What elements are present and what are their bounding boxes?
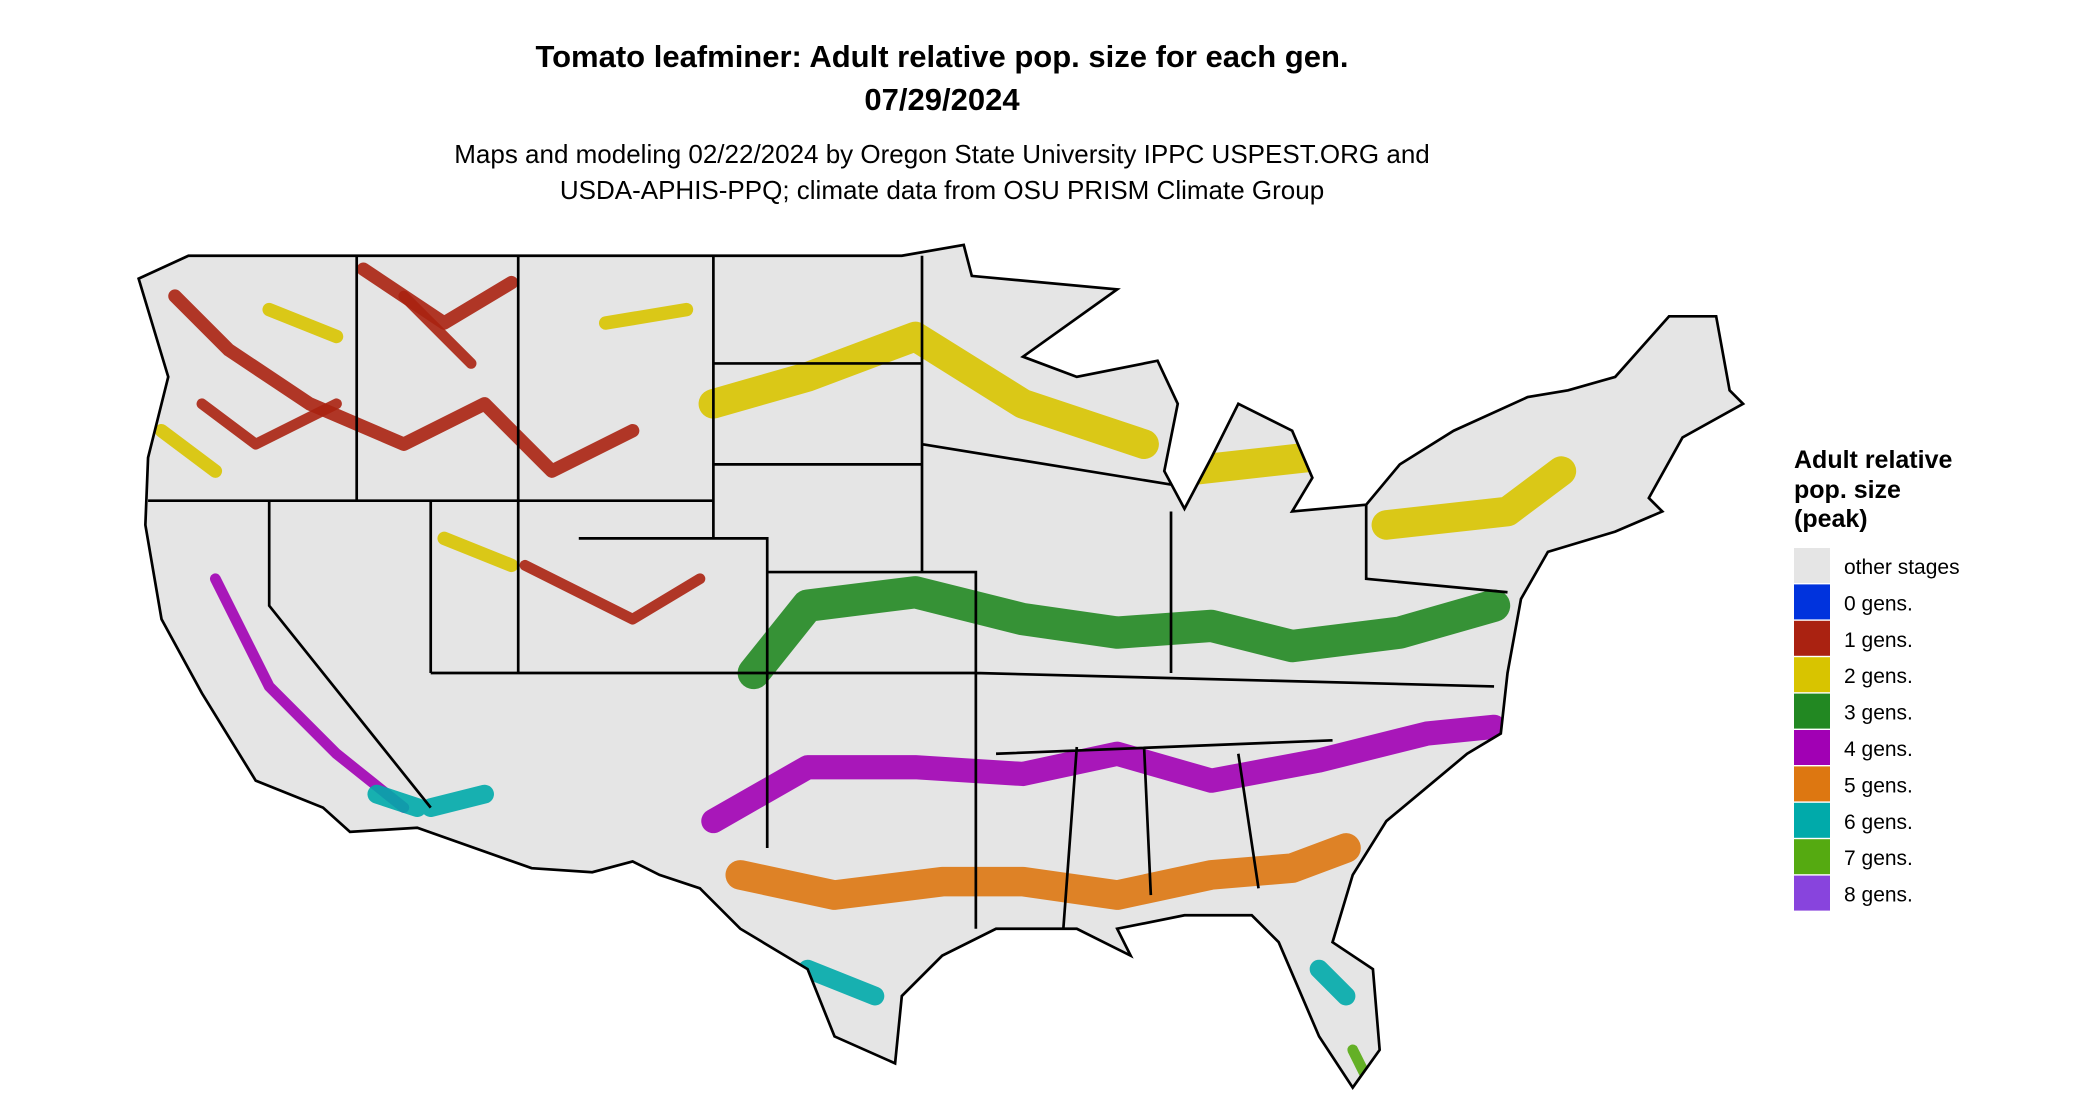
legend-swatch <box>1794 730 1830 765</box>
legend-swatch <box>1794 839 1830 875</box>
legend-label: 3 gens. <box>1844 702 1913 725</box>
generation-zone <box>209 573 410 813</box>
generation-zone <box>168 262 640 478</box>
land <box>138 244 1744 1088</box>
legend-label: 7 gens. <box>1844 847 1913 870</box>
generation-zone <box>196 290 706 625</box>
legend-label: 8 gens. <box>1844 884 1913 907</box>
state-borders <box>137 243 1745 1089</box>
legend-swatch <box>1794 693 1830 729</box>
subtitle: Maps and modeling 02/22/2024 by Oregon S… <box>454 139 1430 169</box>
legend-swatch <box>1794 620 1830 656</box>
legend-title: (peak) <box>1794 505 1868 533</box>
state-lines <box>148 255 1508 929</box>
legend-swatch <box>1794 657 1830 693</box>
title: Tomato leafminer: Adult relative pop. si… <box>535 39 1348 74</box>
generation-zones <box>154 262 1577 1083</box>
legend-label: 1 gens. <box>1844 629 1913 652</box>
legend: Adult relative pop. size (peak) other st… <box>1794 446 1960 911</box>
generation-zone <box>701 714 1507 834</box>
legend-title: pop. size <box>1794 476 1901 504</box>
generation-zone <box>725 833 1361 910</box>
generation-zone <box>737 576 1511 690</box>
subtitle: USDA-APHIS-PPQ; climate data from OSU PR… <box>560 175 1324 205</box>
legend-label: 4 gens. <box>1844 738 1913 761</box>
legend-label: 5 gens. <box>1844 774 1913 797</box>
legend-swatch <box>1794 548 1830 583</box>
generation-zone <box>367 784 1356 1006</box>
legend-swatch <box>1794 766 1830 802</box>
legend-label: 6 gens. <box>1844 811 1913 834</box>
generation-zone <box>154 302 694 573</box>
us-map <box>137 243 1745 1089</box>
legend-label: 2 gens. <box>1844 665 1913 688</box>
legend-label: other stages <box>1844 556 1960 579</box>
legend-swatch <box>1794 875 1830 911</box>
legend-swatch <box>1794 802 1830 838</box>
legend-swatch <box>1794 584 1830 620</box>
legend-title: Adult relative <box>1794 446 1952 474</box>
legend-label: 0 gens. <box>1844 592 1913 615</box>
date: 07/29/2024 <box>864 82 1020 117</box>
